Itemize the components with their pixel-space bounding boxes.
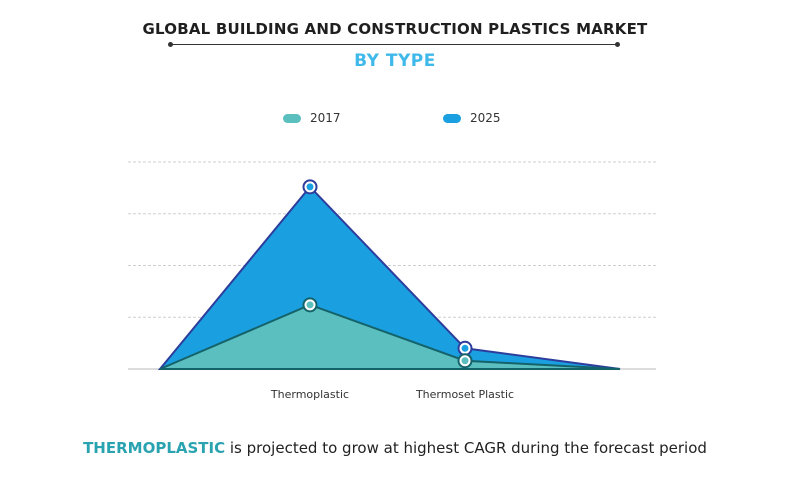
footnote-text: is projected to grow at highest CAGR dur… xyxy=(225,439,707,457)
legend-item-2025: 2025 xyxy=(443,111,501,125)
legend-label-2017: 2017 xyxy=(310,111,341,125)
legend-item-2017: 2017 xyxy=(283,111,341,125)
data-point-core-2017-1 xyxy=(306,301,314,309)
legend-label-2025: 2025 xyxy=(470,111,501,125)
x-tick-label: Thermoset Plastic xyxy=(415,388,514,401)
data-point-core-2025-1 xyxy=(306,183,314,191)
chart-subtitle: BY TYPE xyxy=(354,51,436,71)
chart-footnote: THERMOPLASTIC is projected to grow at hi… xyxy=(0,439,790,457)
chart-title: GLOBAL BUILDING AND CONSTRUCTION PLASTIC… xyxy=(142,20,648,38)
chart-legend: 2017 2025 xyxy=(0,111,790,131)
footnote-highlight: THERMOPLASTIC xyxy=(83,439,226,457)
data-point-core-2017-2 xyxy=(461,357,469,365)
legend-swatch-2025 xyxy=(443,113,461,123)
x-tick-label: Thermoplastic xyxy=(270,388,349,401)
data-point-core-2025-2 xyxy=(461,344,469,352)
title-divider-left-dot xyxy=(168,42,173,47)
title-divider xyxy=(170,44,618,45)
title-divider-right-dot xyxy=(615,42,620,47)
legend-swatch-2017 xyxy=(283,113,301,123)
